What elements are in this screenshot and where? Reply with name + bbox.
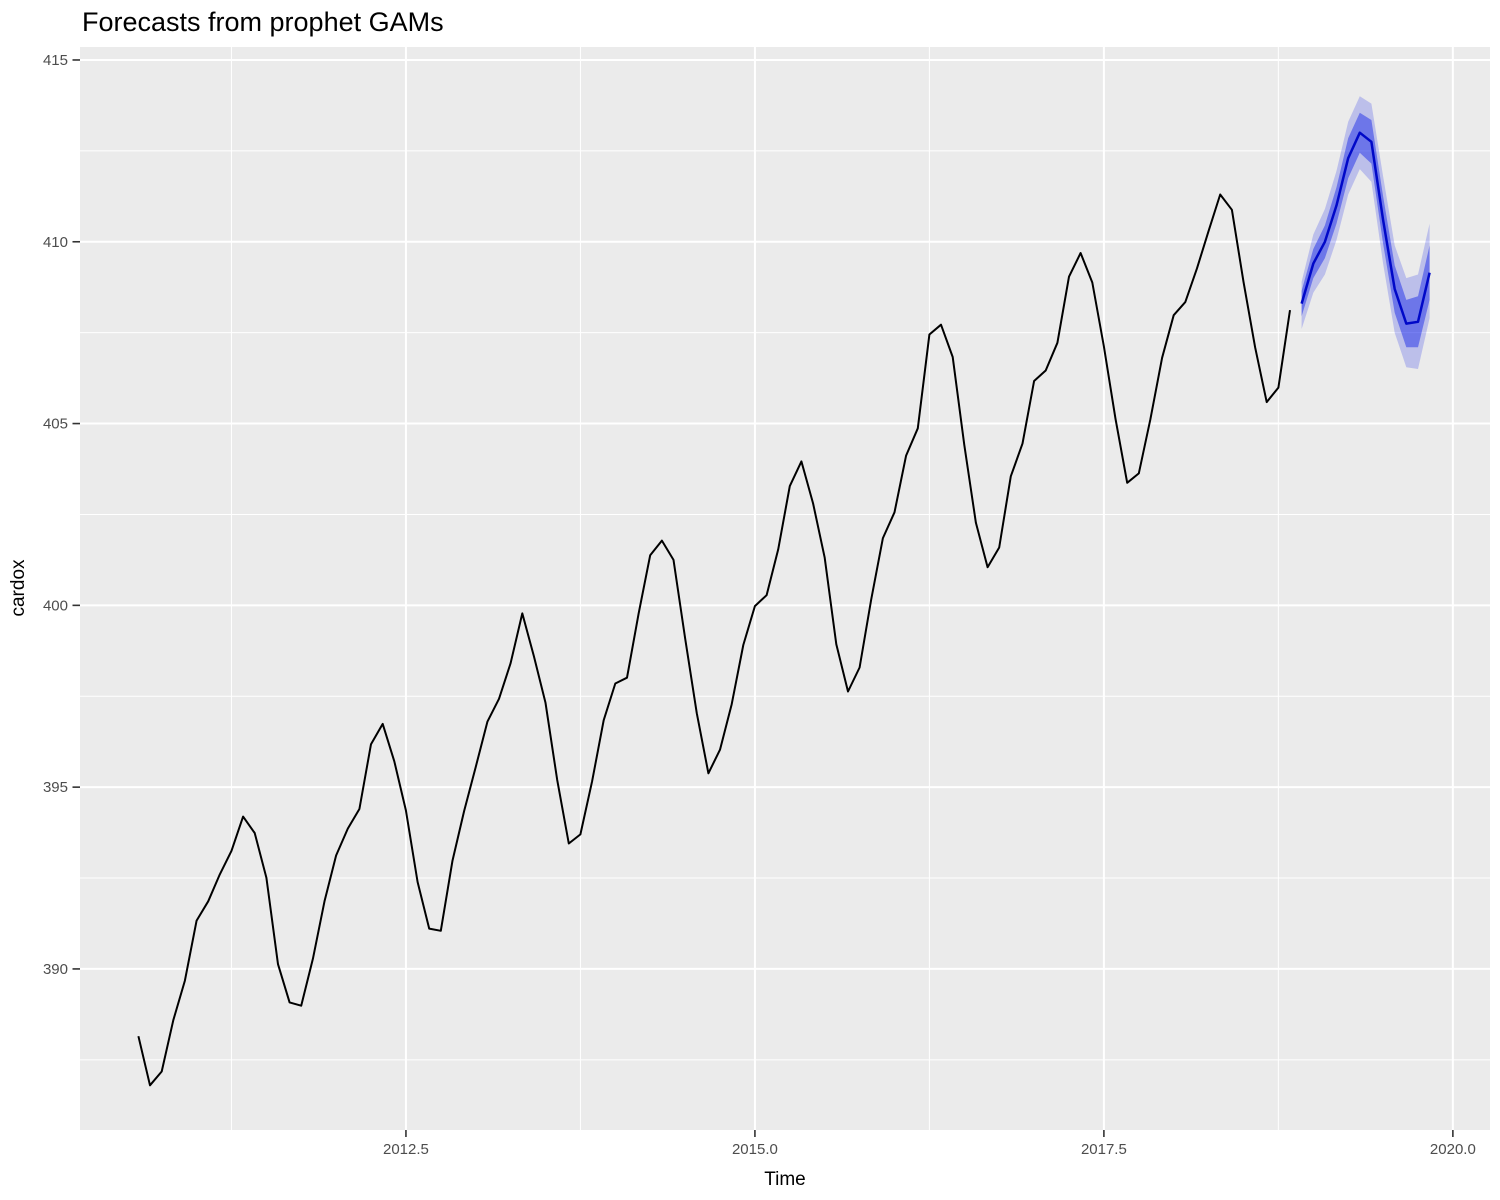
plot-layers: 2012.5 2015.0 2017.5 2020.0 390 395 400 405 410 4… bbox=[43, 47, 1490, 1158]
y-tick-label-390: 390 bbox=[43, 961, 68, 978]
y-tick-label-405: 405 bbox=[43, 416, 68, 433]
x-tick-label-2020.0: 2020.0 bbox=[1430, 1141, 1476, 1158]
x-tick-label-2012.5: 2012.5 bbox=[383, 1141, 429, 1158]
y-tick-label-395: 395 bbox=[43, 779, 68, 796]
x-tick-label-2015.0: 2015.0 bbox=[732, 1141, 778, 1158]
forecast-mean-line bbox=[1300, 131, 1431, 325]
chart-title: Forecasts from prophet GAMs bbox=[82, 7, 444, 37]
x-tick-label-2017.5: 2017.5 bbox=[1081, 1141, 1127, 1158]
y-axis-title: cardox bbox=[8, 559, 29, 617]
x-axis-title: Time bbox=[764, 1169, 806, 1190]
y-tick-label-415: 415 bbox=[43, 52, 68, 69]
y-tick-label-400: 400 bbox=[43, 597, 68, 614]
observed-series-line bbox=[137, 193, 1291, 1087]
y-tick-label-410: 410 bbox=[43, 234, 68, 251]
forecast-interval-80 bbox=[1301, 112, 1430, 348]
